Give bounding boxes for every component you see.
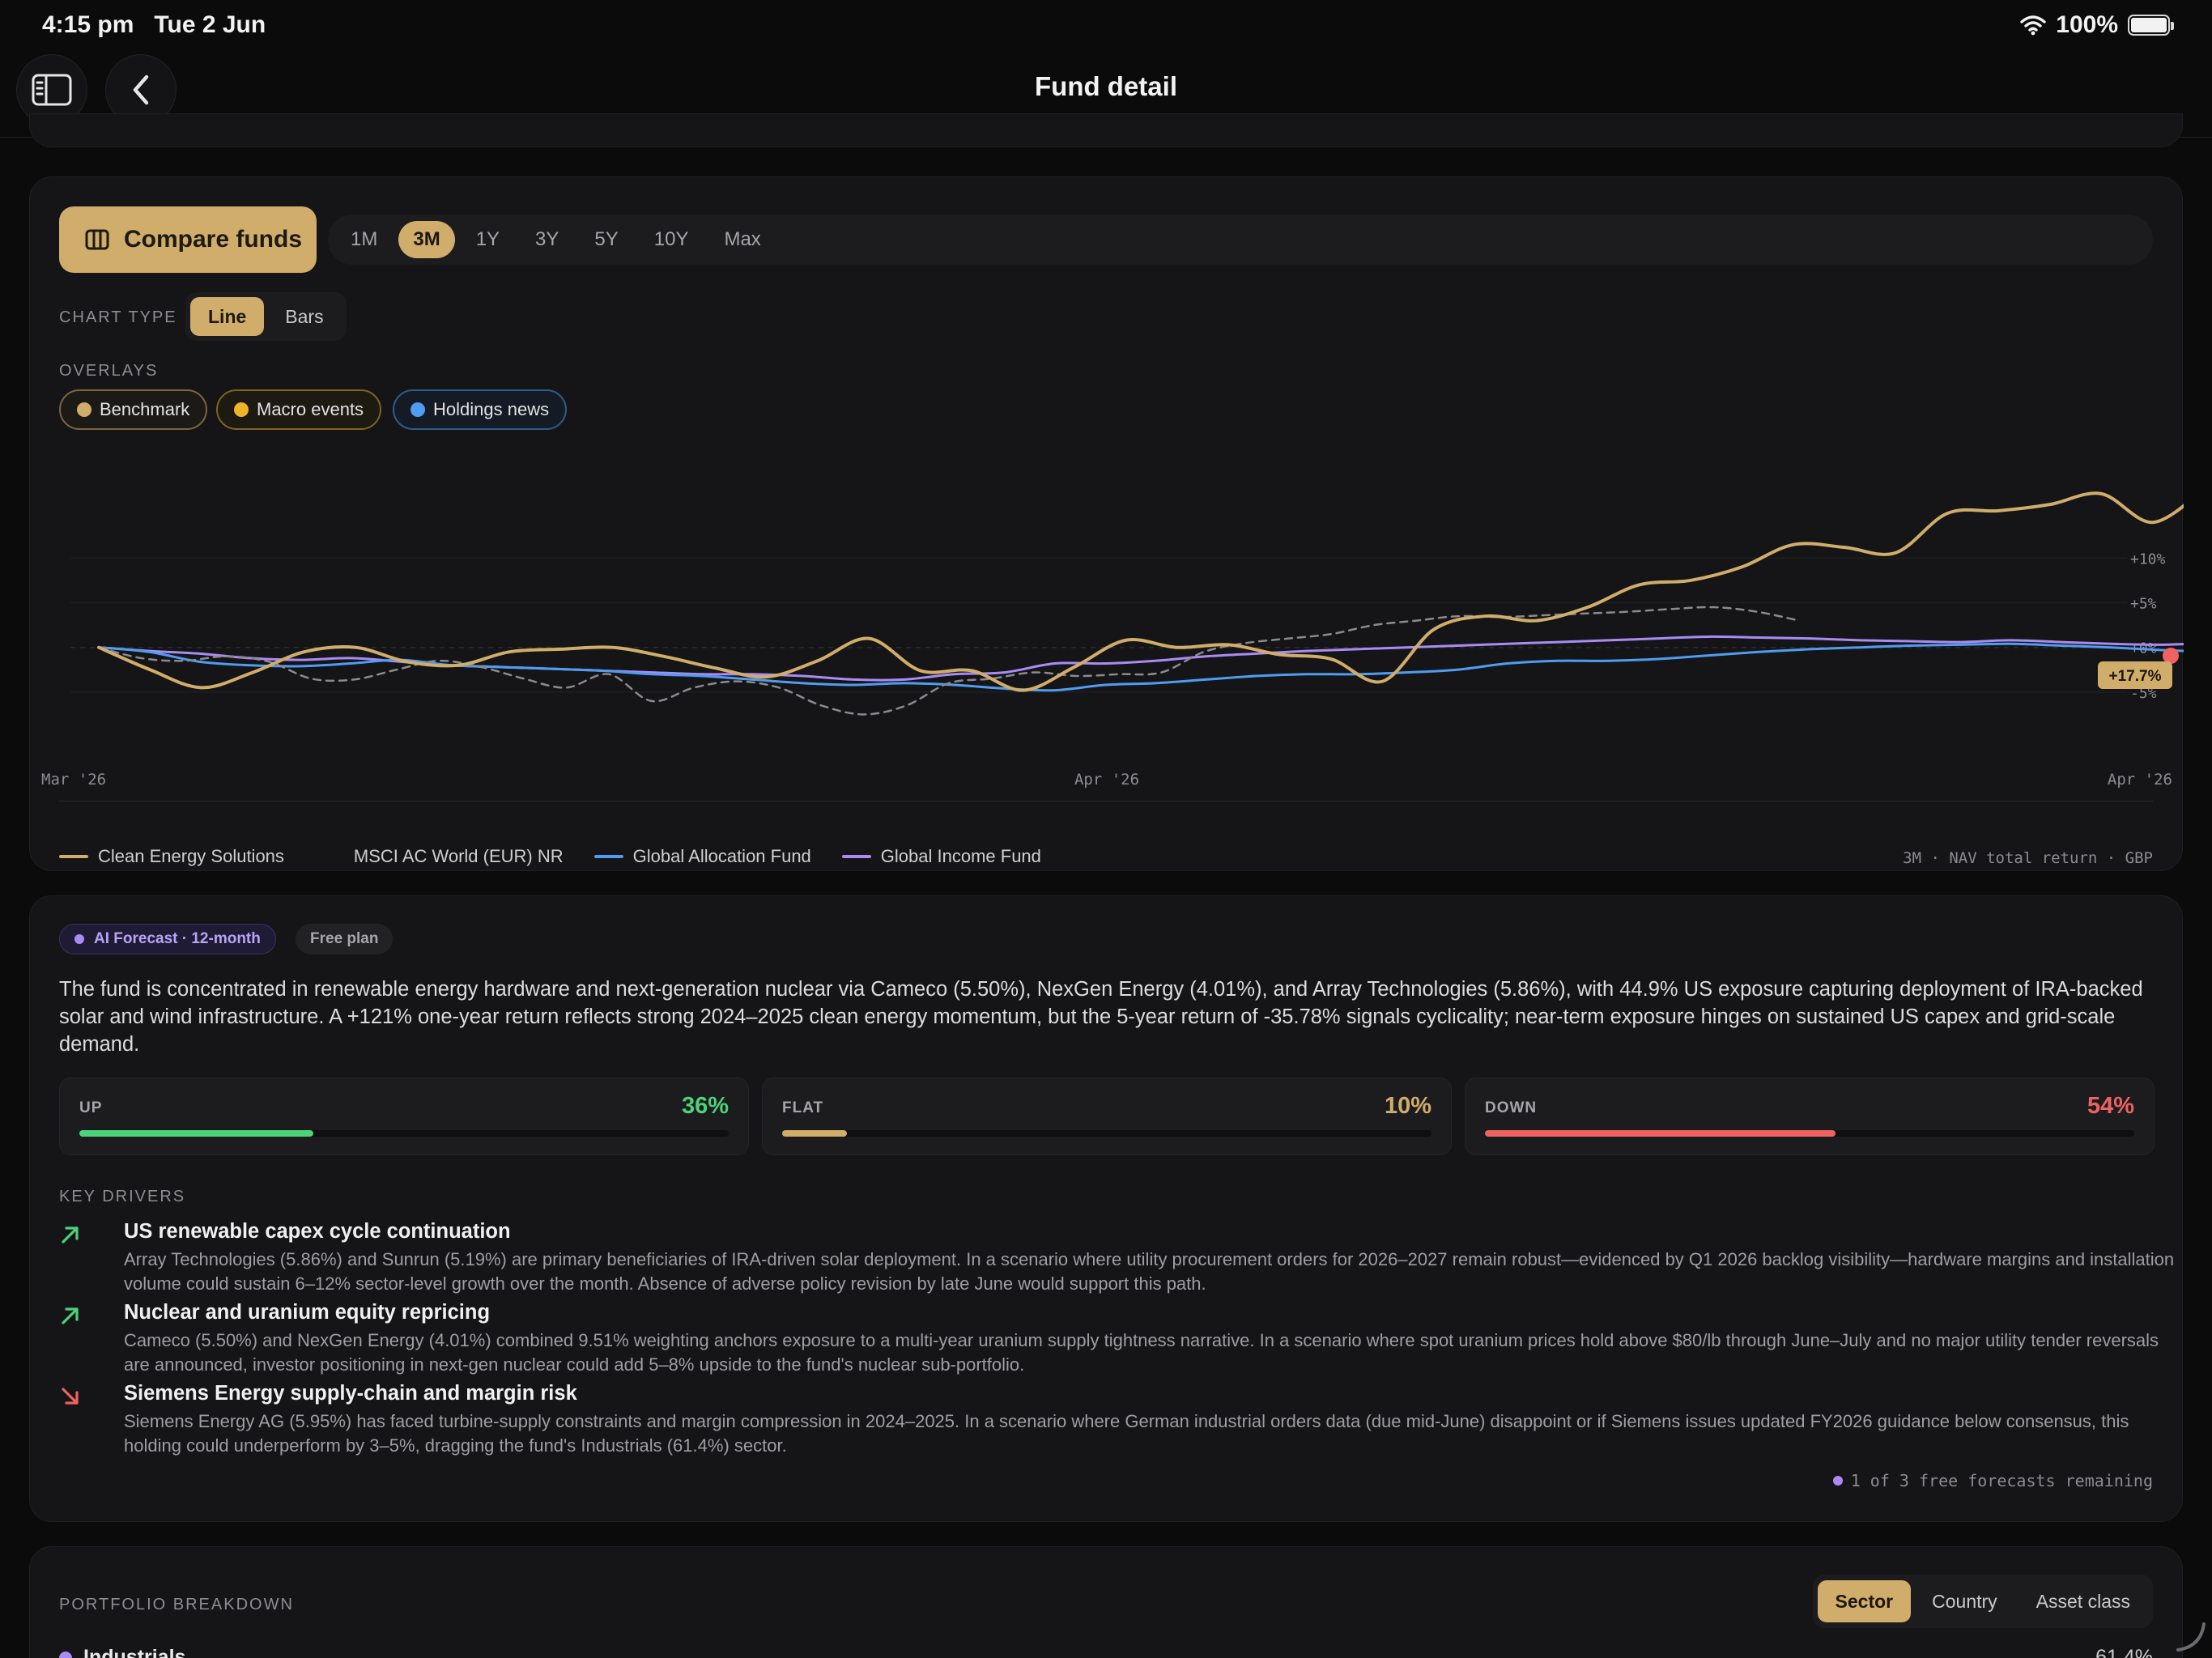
legend-swatch <box>59 855 88 858</box>
x-tick-label: Apr '26 <box>2108 771 2172 789</box>
portfolio-breakdown-title: PORTFOLIO BREAKDOWN <box>59 1596 294 1613</box>
ai-dot-icon <box>74 934 84 944</box>
range-tab-5y[interactable]: 5Y <box>594 228 619 250</box>
breakdown-value: 61.4% <box>2095 1646 2153 1658</box>
wifi-icon <box>2020 15 2046 36</box>
chart-legend: Clean Energy Solutions MSCI AC World (EU… <box>59 846 1072 867</box>
legend-item-benchmark: MSCI AC World (EUR) NR <box>315 846 564 867</box>
battery-icon <box>2128 15 2174 36</box>
performance-line-chart: +10%+5%+0%-5%Mar '26 Apr '26 Apr '26+17.7% <box>41 491 2184 789</box>
y-tick-label: +5% <box>2130 596 2157 613</box>
ai-forecast-card: AI Forecast · 12-month Free plan The fun… <box>29 895 2183 1522</box>
status-bar: 4:15 pm Tue 2 Jun 100% <box>0 0 2212 52</box>
end-value-label: +17.7% <box>2109 668 2162 685</box>
previous-card-edge <box>29 113 2183 147</box>
macro-dot-icon <box>234 402 249 417</box>
status-right: 100% <box>2020 11 2174 39</box>
chevron-left-icon <box>133 74 149 105</box>
range-tab-max[interactable]: Max <box>724 228 761 250</box>
portfolio-breakdown-card: PORTFOLIO BREAKDOWN Sector Country Asset… <box>29 1546 2183 1658</box>
range-selector: 1M 3M 1Y 3Y 5Y 10Y Max <box>328 215 2153 265</box>
status-time: 4:15 pm Tue 2 Jun <box>42 11 266 38</box>
key-drivers-label: KEY DRIVERS <box>59 1188 186 1205</box>
tab-asset-class[interactable]: Asset class <box>2035 1590 2130 1612</box>
range-tab-10y[interactable]: 10Y <box>653 228 689 250</box>
chart-type-bars[interactable]: Bars <box>285 305 324 327</box>
legend-item-global-allocation: Global Allocation Fund <box>593 846 811 867</box>
probability-flat: FLAT 10% <box>762 1078 1452 1155</box>
series-line-1 <box>97 606 1801 716</box>
arrow-up-right-icon <box>62 1226 79 1244</box>
range-tab-3y[interactable]: 3Y <box>535 228 559 250</box>
performance-chart-card: Compare funds 1M 3M 1Y 3Y 5Y 10Y Max CHA… <box>29 176 2184 871</box>
series-line-2 <box>97 642 2184 692</box>
arrow-up-right-icon <box>62 1307 79 1324</box>
x-tick-label: Apr '26 <box>1074 771 1139 789</box>
chart-type-line[interactable]: Line <box>190 297 265 336</box>
chart-type-label: CHART TYPE <box>59 308 177 326</box>
forecast-summary: The fund is concentrated in renewable en… <box>59 978 2143 1056</box>
resize-handle-icon[interactable] <box>2172 1618 2207 1653</box>
y-tick-label: -5% <box>2130 685 2157 702</box>
benchmark-dot-icon <box>77 402 91 417</box>
sidebar-icon <box>32 74 72 106</box>
legend-swatch <box>315 855 344 858</box>
x-tick-label: Mar '26 <box>41 771 106 789</box>
plan-badge: Free plan <box>296 924 393 954</box>
legend-swatch <box>593 855 623 858</box>
breakdown-tabs: Sector Country Asset class <box>1812 1575 2153 1628</box>
battery-percent: 100% <box>2056 11 2118 38</box>
range-tab-1m[interactable]: 1M <box>351 228 378 250</box>
probability-down-bar <box>1485 1130 1836 1137</box>
chart-type-toggle: Line Bars <box>185 292 347 341</box>
probability-track <box>1485 1130 2134 1137</box>
end-value-badge <box>2098 661 2172 689</box>
legend-item-global-income: Global Income Fund <box>841 846 1041 867</box>
arrow-down-right-icon <box>62 1388 79 1405</box>
columns-icon <box>85 229 109 250</box>
page-title: Fund detail <box>1035 71 1177 101</box>
forecasts-remaining: 1 of 3 free forecasts remaining <box>1832 1471 2153 1490</box>
overlays-label: OVERLAYS <box>59 362 159 380</box>
news-dot-icon <box>410 402 425 417</box>
range-tab-3m[interactable]: 3M <box>398 221 455 258</box>
range-tab-1y[interactable]: 1Y <box>475 228 500 250</box>
ai-forecast-badge: AI Forecast · 12-month <box>59 924 276 954</box>
sector-dot-icon <box>59 1651 72 1658</box>
probability-flat-bar <box>782 1130 848 1137</box>
tab-sector[interactable]: Sector <box>1817 1580 1912 1622</box>
legend-item-fund: Clean Energy Solutions <box>59 846 284 867</box>
y-tick-label: +10% <box>2130 551 2166 568</box>
compare-funds-button[interactable]: Compare funds <box>59 206 317 273</box>
probability-down: DOWN 54% <box>1465 1078 2155 1155</box>
overlay-chip-holdings-news[interactable]: Holdings news <box>393 389 568 430</box>
probability-track <box>782 1130 1431 1137</box>
end-point-marker <box>2163 648 2179 664</box>
probability-up-bar <box>79 1130 313 1137</box>
probability-track <box>79 1130 729 1137</box>
legend-swatch <box>841 855 871 858</box>
probability-up: UP 36% <box>59 1078 749 1155</box>
series-line-0 <box>97 491 2184 692</box>
tab-country[interactable]: Country <box>1932 1590 1997 1612</box>
remaining-dot-icon <box>1832 1476 1843 1486</box>
breakdown-row: Industrials <box>59 1646 185 1658</box>
overlay-chip-macro-events[interactable]: Macro events <box>216 389 382 430</box>
overlay-chip-benchmark[interactable]: Benchmark <box>59 389 208 430</box>
chart-meta: 3M · NAV total return · GBP <box>1903 849 2153 867</box>
